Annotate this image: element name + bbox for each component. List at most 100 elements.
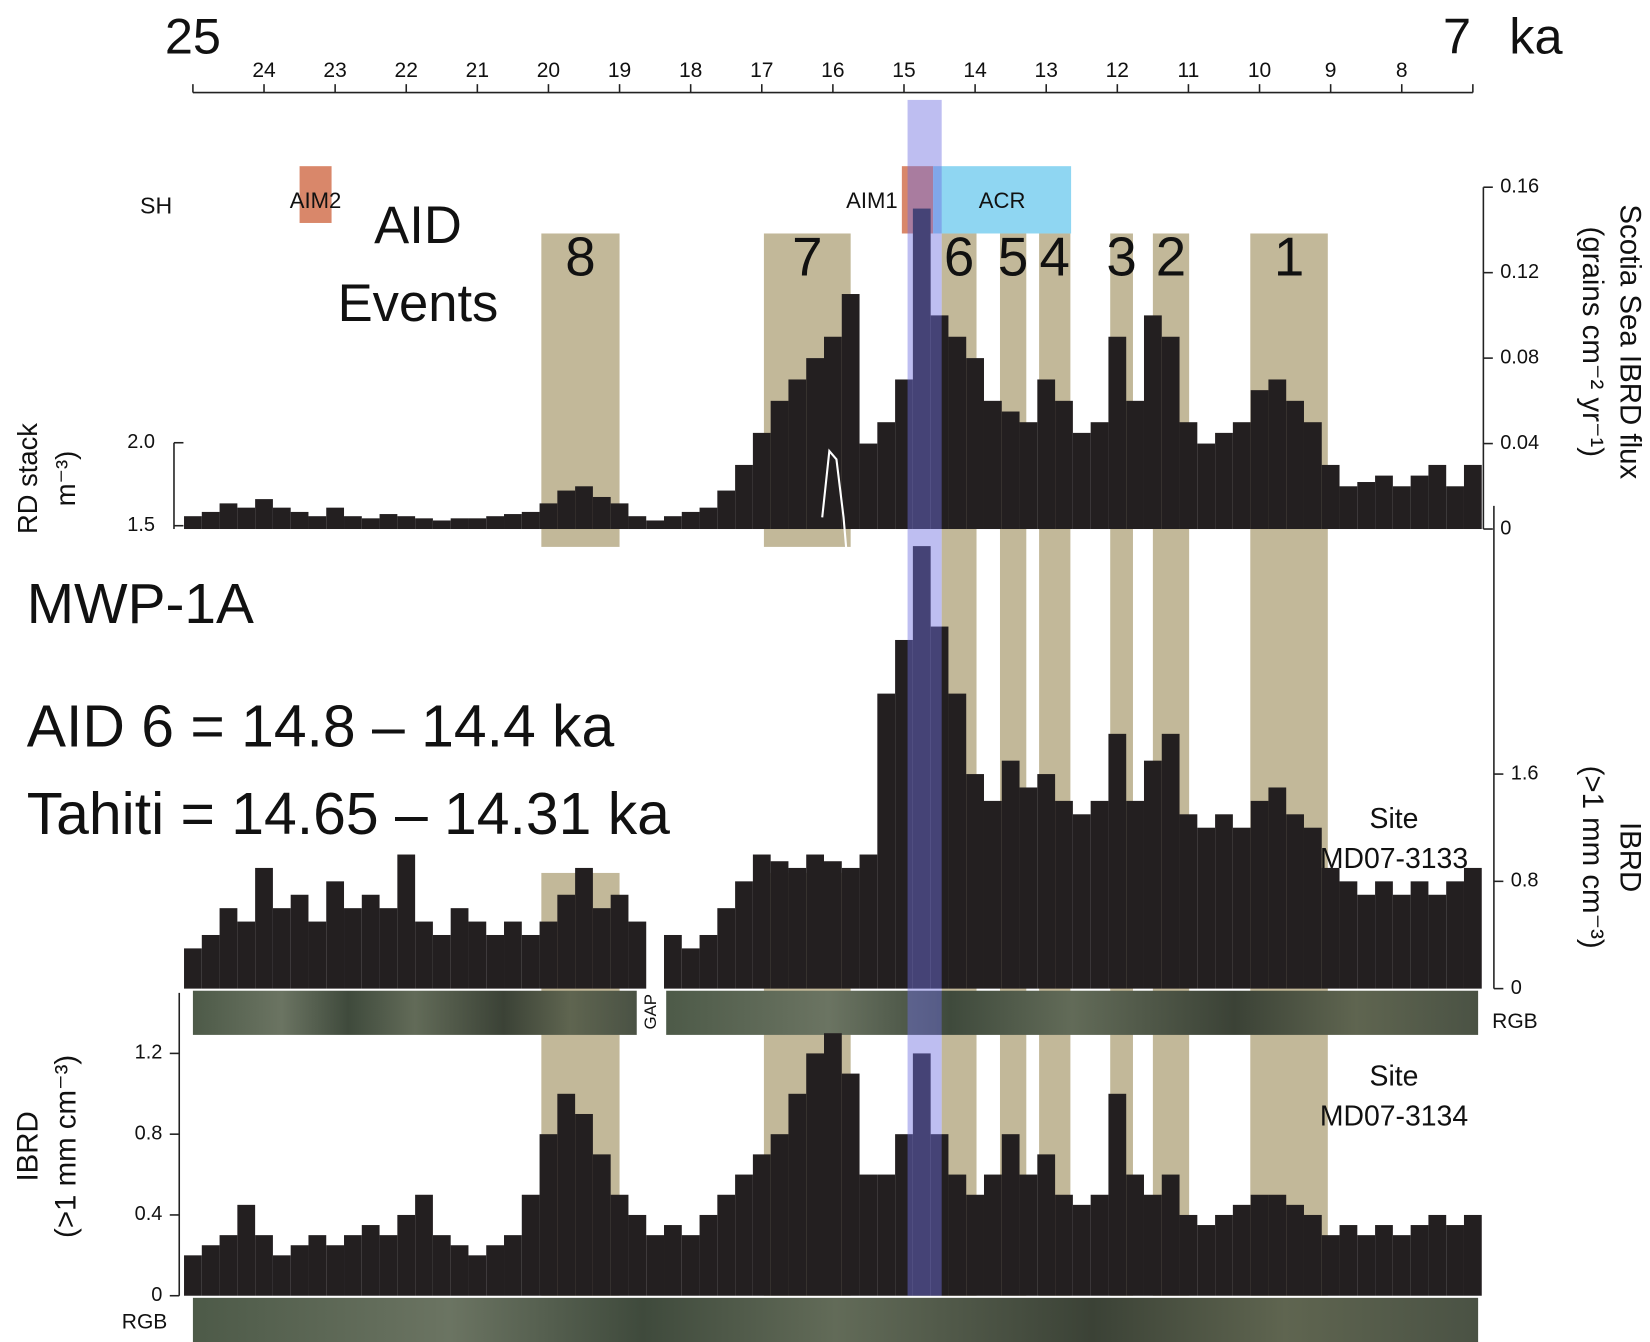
bar (735, 881, 753, 989)
aid6-note: AID 6 = 14.8 – 14.4 ka (27, 695, 615, 760)
bar (681, 511, 700, 530)
bar (664, 1225, 682, 1296)
bar (557, 1093, 576, 1296)
bar (432, 934, 451, 989)
bar (948, 1174, 967, 1296)
bar (290, 894, 309, 989)
axis-end-label: 7 (1443, 7, 1471, 64)
bar (1339, 1225, 1358, 1296)
bar (1232, 422, 1251, 530)
bar (557, 490, 576, 530)
bar (1303, 422, 1322, 530)
rgb-label: RGB (1492, 1010, 1538, 1033)
bar (823, 336, 842, 530)
bar (237, 921, 256, 989)
rgb-strip (666, 990, 1479, 1035)
bar (877, 693, 896, 989)
bar (823, 1033, 842, 1296)
bar (575, 867, 593, 989)
text-layer: 25 7 ka SH AID Events MWP-1A AID 6 = 14.… (12, 7, 1647, 1333)
y-tick-label: 1.6 (1511, 762, 1539, 784)
bar (1232, 1204, 1251, 1296)
bar (504, 1235, 522, 1296)
bar (841, 1073, 860, 1296)
bar (788, 379, 807, 530)
bar (255, 1235, 273, 1296)
bar (237, 507, 256, 530)
bar (1179, 1214, 1198, 1296)
bar (1268, 379, 1287, 530)
bar (948, 693, 967, 989)
bar (699, 934, 718, 989)
axis-unit: ka (1509, 7, 1563, 64)
bar (610, 894, 629, 989)
bar (1072, 1204, 1091, 1296)
bar (1215, 432, 1233, 530)
bar (681, 948, 700, 989)
bar (1197, 1225, 1216, 1296)
bar (628, 516, 647, 530)
bar (1410, 475, 1429, 530)
climate-event-label: AIM2 (290, 188, 342, 213)
bar (344, 1235, 362, 1296)
bar (735, 1174, 753, 1296)
bar (859, 443, 878, 530)
sh-label: SH (140, 192, 172, 218)
bar (806, 854, 824, 989)
bar (557, 894, 576, 989)
y-tick-label: 0.04 (1500, 432, 1539, 454)
bar (1339, 486, 1358, 530)
bar (1019, 422, 1038, 530)
rgb-label: RGB (122, 1311, 168, 1334)
y-tick-label: 0 (1511, 977, 1522, 999)
bar (1126, 400, 1144, 530)
bar (1232, 827, 1251, 989)
bar (290, 511, 309, 530)
climate-event-label: AIM1 (846, 188, 898, 213)
bar (699, 507, 718, 530)
gap-label: GAP (641, 994, 660, 1030)
bar (486, 934, 505, 989)
bar (895, 639, 913, 989)
bar (201, 511, 220, 530)
time-tick-label: 12 (1106, 59, 1129, 82)
bar (201, 934, 220, 989)
y-tick-label: 0.4 (135, 1203, 163, 1225)
bar (735, 464, 753, 530)
bar (397, 1214, 416, 1296)
time-tick-label: 23 (323, 59, 346, 82)
bar (308, 921, 327, 989)
bar (1179, 814, 1198, 989)
bar (1126, 1174, 1144, 1296)
y2-tick-label: 1.5 (127, 514, 155, 536)
bar (468, 518, 487, 530)
bar (450, 908, 469, 989)
bar (1215, 1214, 1233, 1296)
bar (681, 1235, 700, 1296)
bar (237, 1204, 256, 1296)
bar (326, 881, 345, 989)
bar (255, 867, 273, 989)
bar (1357, 482, 1376, 530)
site-label: Site (1370, 803, 1419, 835)
bar (219, 908, 238, 989)
bar (1321, 464, 1340, 530)
bar (592, 496, 611, 530)
bar (1321, 867, 1340, 989)
bar (219, 503, 238, 530)
bar (539, 503, 558, 530)
time-tick-label: 9 (1325, 59, 1337, 82)
y-axis-label: IBRD (12, 1111, 45, 1181)
bar (628, 1214, 647, 1296)
bar (575, 1113, 593, 1296)
bar (717, 490, 736, 530)
bar (539, 921, 558, 989)
y-axis-label: (grains cm⁻² yr⁻¹) (1576, 227, 1609, 458)
time-tick-label: 19 (608, 59, 631, 82)
bar (486, 1245, 505, 1296)
time-tick-label: 18 (679, 59, 702, 82)
bar (219, 1235, 238, 1296)
bar (1090, 422, 1109, 530)
aid-band-label: 5 (998, 225, 1028, 287)
